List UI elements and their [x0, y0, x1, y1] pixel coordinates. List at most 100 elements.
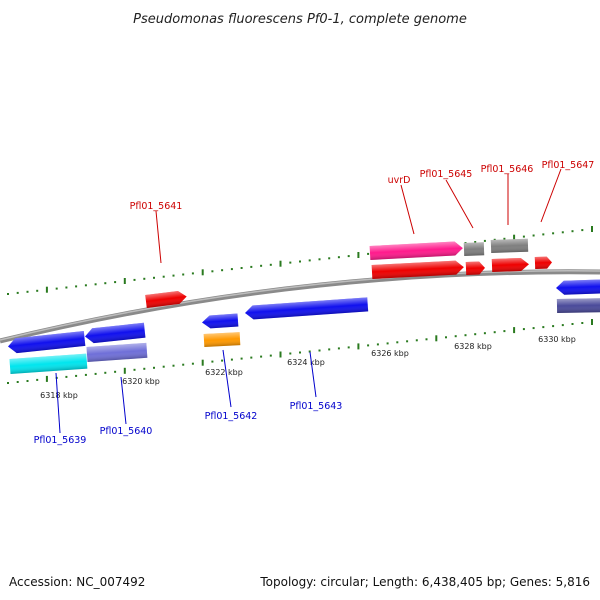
- minor-tick: [396, 341, 399, 344]
- minor-tick: [328, 348, 331, 351]
- gene-arrow-pfl01-5642: [203, 332, 241, 347]
- axis-tick-label: 6320 kbp: [122, 377, 160, 386]
- minor-tick: [308, 259, 311, 262]
- minor-tick: [474, 241, 477, 243]
- minor-tick: [571, 230, 574, 233]
- minor-tick: [143, 277, 146, 280]
- gene-arrow-shading: [534, 256, 552, 269]
- accession-text: Accession: NC_007492: [9, 575, 145, 589]
- minor-tick: [162, 365, 165, 368]
- gene-label-forward[interactable]: Pfl01_5647: [542, 160, 595, 171]
- map-title: Pseudomonas fluorescens Pf0-1, complete …: [133, 12, 467, 27]
- minor-tick: [376, 343, 379, 346]
- minor-tick: [367, 344, 370, 347]
- gene-label-reverse[interactable]: Pfl01_5643: [290, 401, 343, 412]
- gene-arrow-pfl01-5645: [463, 242, 485, 256]
- gene-arrow-reverse-blue-4: [556, 279, 600, 295]
- gene-callouts: Pfl01_5641 uvrD Pfl01_5645 Pfl01_5646 Pfl01_…: [34, 160, 595, 446]
- minor-tick: [299, 260, 301, 263]
- gene-arrow-shading: [371, 260, 464, 279]
- gene-arrow-shading: [369, 241, 463, 260]
- minor-tick: [191, 272, 194, 275]
- minor-tick: [503, 330, 506, 333]
- minor-tick: [289, 261, 292, 264]
- minor-tick: [299, 351, 301, 354]
- minor-tick: [7, 382, 9, 384]
- gene-arrow-pfl01-5646-red: [491, 257, 529, 272]
- minor-tick: [415, 339, 418, 342]
- minor-tick: [522, 235, 525, 238]
- minor-tick: [493, 238, 496, 241]
- minor-tick: [347, 255, 350, 258]
- minor-tick: [454, 335, 457, 338]
- major-tick: [591, 319, 593, 325]
- minor-tick: [153, 366, 155, 369]
- major-tick: [123, 278, 126, 284]
- gene-arrow-reverse-blue-2: [85, 322, 146, 344]
- gene-arrow-shading: [465, 261, 485, 275]
- gene-label-forward[interactable]: Pfl01_5645: [420, 169, 473, 180]
- gene-arrow-pfl01-5643: [245, 297, 369, 320]
- minor-tick: [542, 326, 545, 329]
- minor-tick: [94, 372, 97, 375]
- minor-tick: [337, 256, 340, 259]
- minor-tick: [269, 263, 272, 266]
- gene-label-forward[interactable]: Pfl01_5646: [481, 164, 534, 175]
- minor-tick: [493, 331, 496, 334]
- gene-arrow-shading: [556, 298, 600, 313]
- genome-backbone-highlight: [0, 270, 600, 341]
- gene-arrow-shading: [491, 257, 529, 272]
- minor-tick: [114, 281, 117, 284]
- minor-tick: [26, 380, 29, 382]
- minor-tick: [84, 284, 87, 287]
- minor-tick: [172, 274, 175, 277]
- gene-arrow-shading: [556, 279, 600, 295]
- minor-tick: [337, 347, 340, 350]
- minor-tick: [36, 289, 39, 292]
- major-tick: [45, 375, 48, 382]
- minor-tick: [561, 231, 564, 234]
- axis-tick-label: 6324 kbp: [287, 358, 325, 367]
- minor-tick: [425, 338, 428, 341]
- minor-tick: [211, 360, 214, 363]
- gene-arrow-pfl01-5639: [9, 353, 88, 374]
- gene-arrow-forward-red-1: [371, 260, 464, 279]
- gene-arrow-uvrd: [369, 241, 463, 260]
- axis-tick-label: 6322 kbp: [205, 368, 243, 377]
- gene-arrow-shading: [463, 242, 485, 256]
- minor-tick: [94, 283, 97, 286]
- gene-arrow-shading: [245, 297, 369, 320]
- minor-tick: [250, 265, 253, 268]
- minor-tick: [65, 286, 68, 289]
- minor-tick: [503, 237, 506, 240]
- gene-arrow-shading: [145, 291, 187, 308]
- minor-tick: [581, 322, 584, 324]
- gene-arrow-pfl01-5645-red: [465, 261, 485, 275]
- minor-tick: [318, 349, 321, 352]
- gene-label-reverse[interactable]: Pfl01_5639: [34, 435, 87, 446]
- minor-tick: [347, 346, 350, 349]
- gene-arrow-shading: [86, 342, 148, 362]
- minor-tick: [260, 264, 263, 267]
- gene-label-forward[interactable]: uvrD: [388, 175, 411, 186]
- gene-arrow-pfl01-5647: [534, 256, 552, 269]
- major-tick: [123, 367, 126, 374]
- minor-tick: [474, 333, 477, 336]
- major-tick: [279, 260, 282, 267]
- gene-label-reverse[interactable]: Pfl01_5642: [205, 411, 258, 422]
- minor-tick: [522, 328, 525, 331]
- gene-label-reverse[interactable]: Pfl01_5640: [100, 426, 153, 437]
- minor-tick: [367, 252, 370, 255]
- callout-line: [222, 349, 232, 408]
- gene-arrow-pfl01-5640: [86, 342, 148, 362]
- tick-labels: 6318 kbp 6320 kbp 6322 kbp 6324 kbp 6326 kbp…: [40, 335, 576, 400]
- minor-tick: [240, 357, 243, 360]
- minor-tick: [16, 381, 19, 383]
- axis-tick-label: 6326 kbp: [371, 349, 409, 358]
- gene-label-forward[interactable]: Pfl01_5641: [130, 201, 183, 212]
- major-tick: [279, 351, 282, 358]
- minor-tick: [445, 336, 447, 339]
- minor-tick: [318, 258, 321, 261]
- gene-arrow-reverse-blue-1: [8, 330, 86, 354]
- inner-tick-track: [7, 319, 593, 384]
